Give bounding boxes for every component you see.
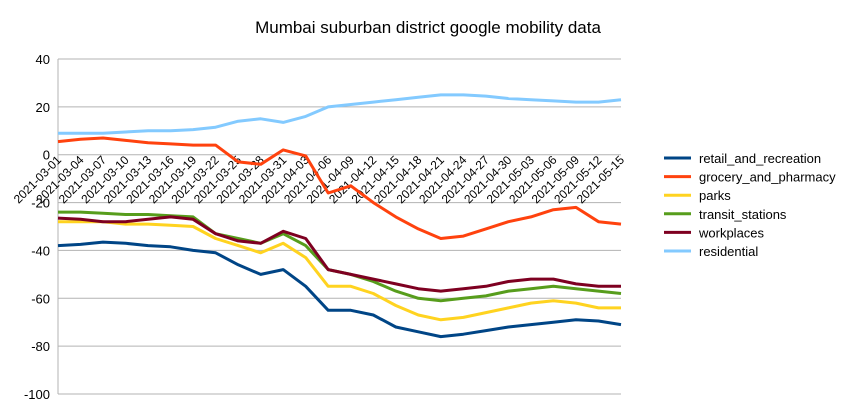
legend-label: grocery_and_pharmacy <box>699 170 836 185</box>
series-line-grocery_and_pharmacy <box>57 136 622 240</box>
legend-label: retail_and_recreation <box>699 151 821 166</box>
y-tick-label: -20 <box>31 196 50 211</box>
y-tick-label: -100 <box>24 387 50 402</box>
legend-label: transit_stations <box>699 207 787 222</box>
legend-label: workplaces <box>698 225 765 240</box>
y-tick-label: -40 <box>31 243 50 258</box>
gridlines <box>57 58 621 395</box>
y-tick-label: 20 <box>36 100 50 115</box>
y-tick-label: 40 <box>36 52 50 67</box>
legend: retail_and_recreation grocery_and_pharmac… <box>664 151 836 259</box>
legend-label: parks <box>699 188 731 203</box>
legend-label: residential <box>699 244 758 259</box>
y-tick-label: -80 <box>31 339 50 354</box>
series-line-residential <box>58 93 622 135</box>
series-lines <box>57 93 622 339</box>
y-axis-ticks: 40 20 0 -20 -40 -60 -80 -100 <box>24 52 50 402</box>
series-line-retail_and_recreation <box>57 240 622 339</box>
y-tick-label: 0 <box>43 148 50 163</box>
series-line-parks <box>58 220 621 322</box>
y-tick-label: -60 <box>31 291 50 306</box>
series-line-workplaces <box>57 215 621 293</box>
chart-title: Mumbai suburban district google mobility… <box>255 18 601 37</box>
